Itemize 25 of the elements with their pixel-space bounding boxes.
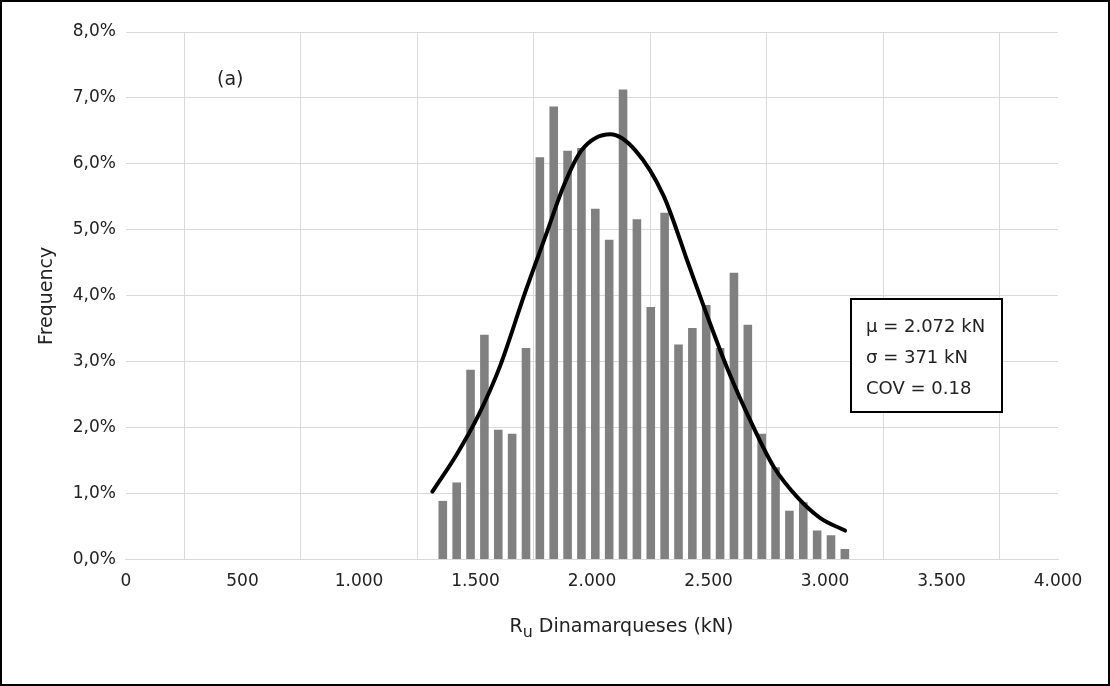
x-tick-label: 500 bbox=[226, 570, 259, 591]
y-tick-label: 7,0% bbox=[72, 86, 116, 107]
annotation: σ = 371 kN bbox=[866, 345, 969, 369]
y-axis-title: Frequency bbox=[34, 246, 57, 345]
y-tick-label: 3,0% bbox=[72, 350, 116, 371]
annotation: (a) bbox=[217, 67, 244, 89]
line-series bbox=[430, 132, 848, 533]
y-tick-label: 6,0% bbox=[72, 152, 116, 173]
x-tick-label: 3.000 bbox=[800, 570, 850, 591]
x-axis-title: R$_{u}$ Dinamarqueses (kN) bbox=[508, 614, 735, 641]
y-tick-label: 0,0% bbox=[72, 548, 116, 569]
x-tick-label: 0 bbox=[120, 570, 132, 591]
annotation: COV = 0.18 bbox=[866, 376, 973, 400]
x-tick-label: 2.500 bbox=[684, 570, 733, 591]
x-tick-label: 1.500 bbox=[451, 570, 500, 591]
x-tick-label: 4.000 bbox=[1033, 570, 1083, 591]
x-tick-label: 2.000 bbox=[567, 570, 617, 591]
annotation: μ = 2.072 kN bbox=[866, 314, 986, 338]
y-tick-label: 2,0% bbox=[72, 416, 116, 437]
y-tick-label: 1,0% bbox=[72, 482, 116, 503]
x-tick-label: 3.500 bbox=[917, 570, 966, 591]
x-tick-label: 1.000 bbox=[334, 570, 384, 591]
y-tick-label: 4,0% bbox=[72, 284, 116, 305]
y-tick-label: 5,0% bbox=[72, 218, 116, 239]
y-tick-label: 8,0% bbox=[72, 20, 116, 41]
